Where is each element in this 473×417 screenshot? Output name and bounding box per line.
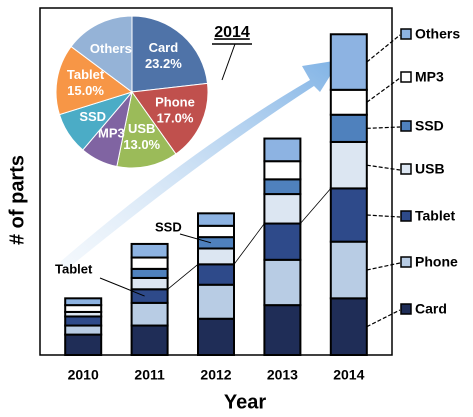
connector-line	[233, 223, 265, 265]
bar-segment	[329, 140, 368, 190]
legend-label: MP3	[415, 69, 444, 85]
connector-line	[167, 264, 199, 290]
bar-segment	[130, 256, 169, 270]
pie-label: SSD	[79, 109, 106, 124]
bar-segment	[130, 267, 169, 279]
pie-title: 2014	[214, 24, 250, 41]
bar-segment	[64, 315, 103, 327]
legend-swatch	[400, 163, 412, 175]
legend-swatch	[400, 256, 412, 268]
legend-leader	[366, 309, 401, 328]
bar-segment	[64, 333, 103, 357]
growth-arrow	[60, 60, 340, 270]
bar-segment	[64, 324, 103, 336]
pie-label-name: Tablet	[67, 67, 105, 82]
bar-segment	[197, 283, 235, 320]
bar-segment	[329, 240, 368, 300]
x-tick-label: 2012	[200, 367, 231, 383]
pie-leader	[221, 43, 236, 81]
x-tick-label: 2011	[134, 367, 165, 383]
bar-segment	[329, 88, 368, 116]
bar-segment	[130, 324, 169, 356]
annotation-leader	[179, 233, 212, 244]
bar-segment	[329, 113, 368, 143]
pie-label-value: 17.0%	[157, 111, 194, 126]
bar-segment	[263, 160, 302, 181]
bar-segment	[329, 33, 368, 91]
bar-segment	[197, 317, 235, 357]
pie-slice	[131, 15, 209, 93]
bar-segment	[64, 304, 103, 313]
bar-segment	[263, 304, 302, 356]
pie-slice	[116, 90, 177, 169]
bar-segment	[64, 297, 103, 307]
pie-label: Phone 17.0%	[155, 95, 195, 126]
pie-label-name: MP3	[98, 126, 125, 141]
legend-leader	[366, 214, 401, 218]
bar-segment	[263, 137, 302, 163]
legend-swatch	[400, 71, 412, 83]
bar-segment	[329, 297, 368, 357]
pie-label-name: Others	[90, 41, 132, 56]
legend-swatch	[400, 28, 412, 40]
bar-segment	[197, 224, 235, 239]
legend-swatch	[400, 120, 412, 132]
pie-label-value: 15.0%	[67, 83, 104, 98]
bar-segment	[263, 258, 302, 307]
legend-swatch	[400, 303, 412, 315]
legend-label: USB	[415, 161, 445, 177]
bar-segment	[329, 187, 368, 243]
pie-label: USB 13.0%	[123, 122, 160, 153]
pie-label-name: USB	[128, 122, 155, 137]
pie-slice	[70, 15, 133, 93]
x-tick-label: 2014	[333, 367, 364, 383]
pie-label-name: SSD	[79, 109, 106, 124]
bar-segment	[197, 212, 235, 227]
y-axis-label: # of parts	[6, 155, 28, 245]
bar-segment	[130, 276, 169, 291]
pie-label-value: 13.0%	[123, 138, 160, 153]
bar-segment	[197, 236, 235, 250]
legend-label: Others	[415, 26, 460, 42]
pie-label-name: Card	[149, 40, 179, 55]
pie-slice	[55, 45, 134, 116]
bar-segment	[130, 288, 169, 304]
pie-slice	[131, 82, 209, 155]
bar-segment	[263, 222, 302, 261]
legend-leader	[366, 34, 401, 63]
x-tick-label: 2010	[68, 367, 99, 383]
annotation-leader	[99, 277, 145, 297]
legend-leader	[366, 126, 401, 129]
legend-label: Tablet	[415, 208, 456, 224]
connector-line	[300, 188, 332, 224]
bar-segment	[197, 263, 235, 286]
legend-leader	[366, 164, 401, 171]
pie-label-value: 23.2%	[145, 56, 182, 71]
x-tick-label: 2013	[267, 367, 298, 383]
bar-segment	[263, 178, 302, 196]
bar-segment	[130, 301, 169, 327]
pie-label: Card 23.2%	[145, 40, 182, 71]
bar-segment	[197, 247, 235, 266]
legend-label: Card	[415, 301, 447, 317]
x-axis-label: Year	[224, 391, 266, 413]
legend-label: Phone	[415, 254, 458, 270]
legend-swatch	[400, 210, 412, 222]
annotation: SSD	[155, 219, 182, 234]
pie-label: MP3	[98, 126, 125, 141]
pie-label: Others	[90, 41, 132, 56]
legend-label: SSD	[415, 118, 444, 134]
annotation: Tablet	[55, 261, 93, 276]
bar-segment	[130, 242, 169, 259]
legend-leader	[366, 262, 401, 271]
pie-label: Tablet 15.0%	[67, 67, 105, 98]
bar-segment	[263, 193, 302, 225]
pie-label-name: Phone	[155, 95, 195, 110]
legend-leader	[366, 77, 401, 103]
